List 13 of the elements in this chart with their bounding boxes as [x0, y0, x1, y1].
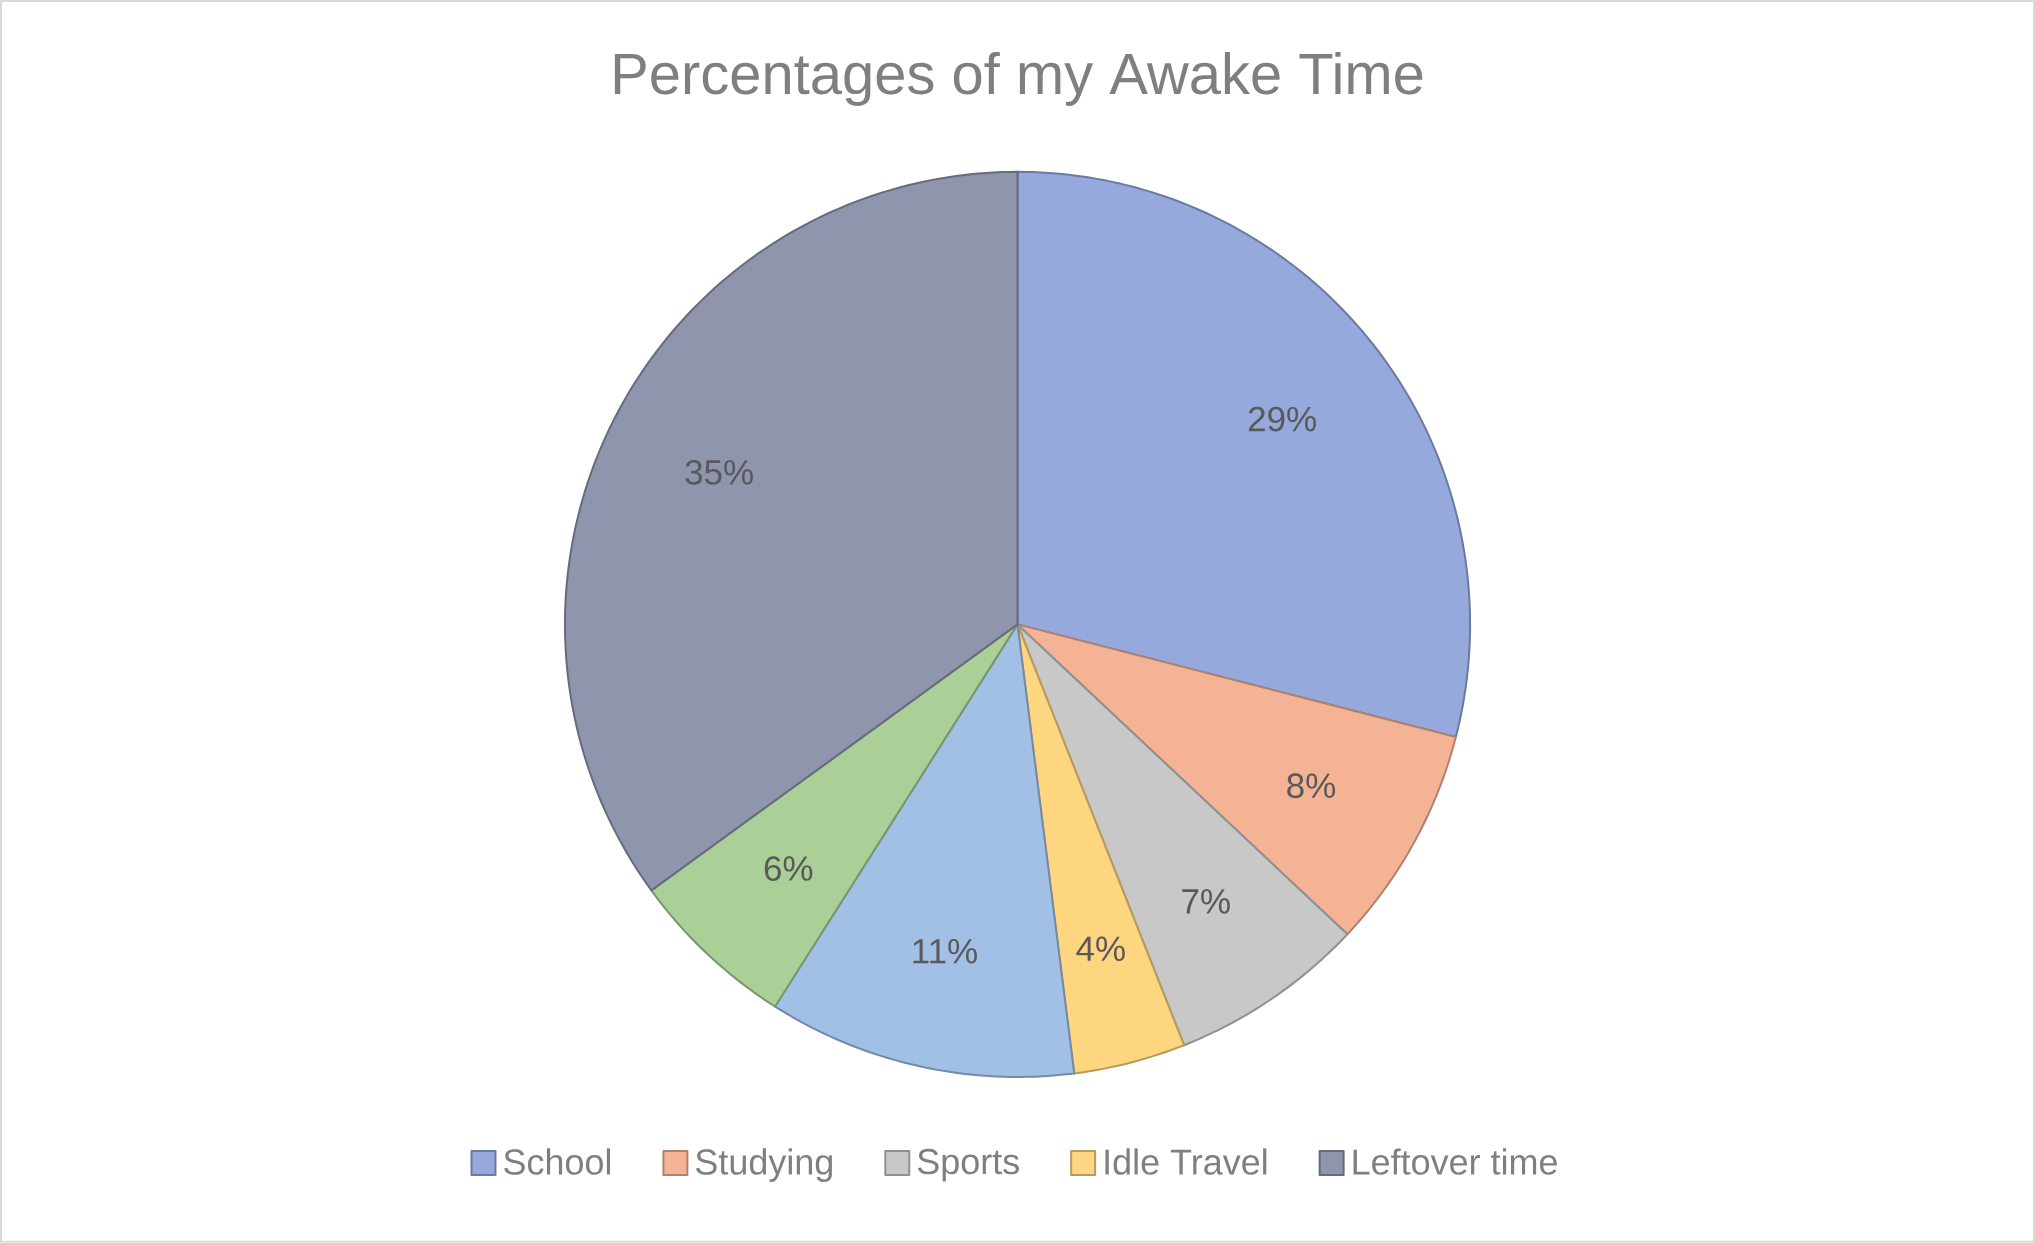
data-label: 6%	[764, 856, 813, 881]
data-label: 29%	[1248, 406, 1316, 432]
data-label: 7%	[1182, 889, 1230, 914]
data-label: 4%	[1076, 936, 1125, 962]
chart-title: Percentages of my Awake Time	[614, 51, 1423, 107]
data-label: 8%	[1287, 773, 1336, 799]
data-label: 11%	[913, 939, 977, 964]
legend-label: School	[504, 1148, 611, 1175]
legend-label: Sports	[917, 1148, 1019, 1182]
legend-label: Studying	[696, 1148, 832, 1182]
legend-label: Idle Travel	[1105, 1148, 1267, 1175]
legend-label: Leftover time	[1353, 1148, 1557, 1175]
data-label: 35%	[685, 460, 753, 485]
